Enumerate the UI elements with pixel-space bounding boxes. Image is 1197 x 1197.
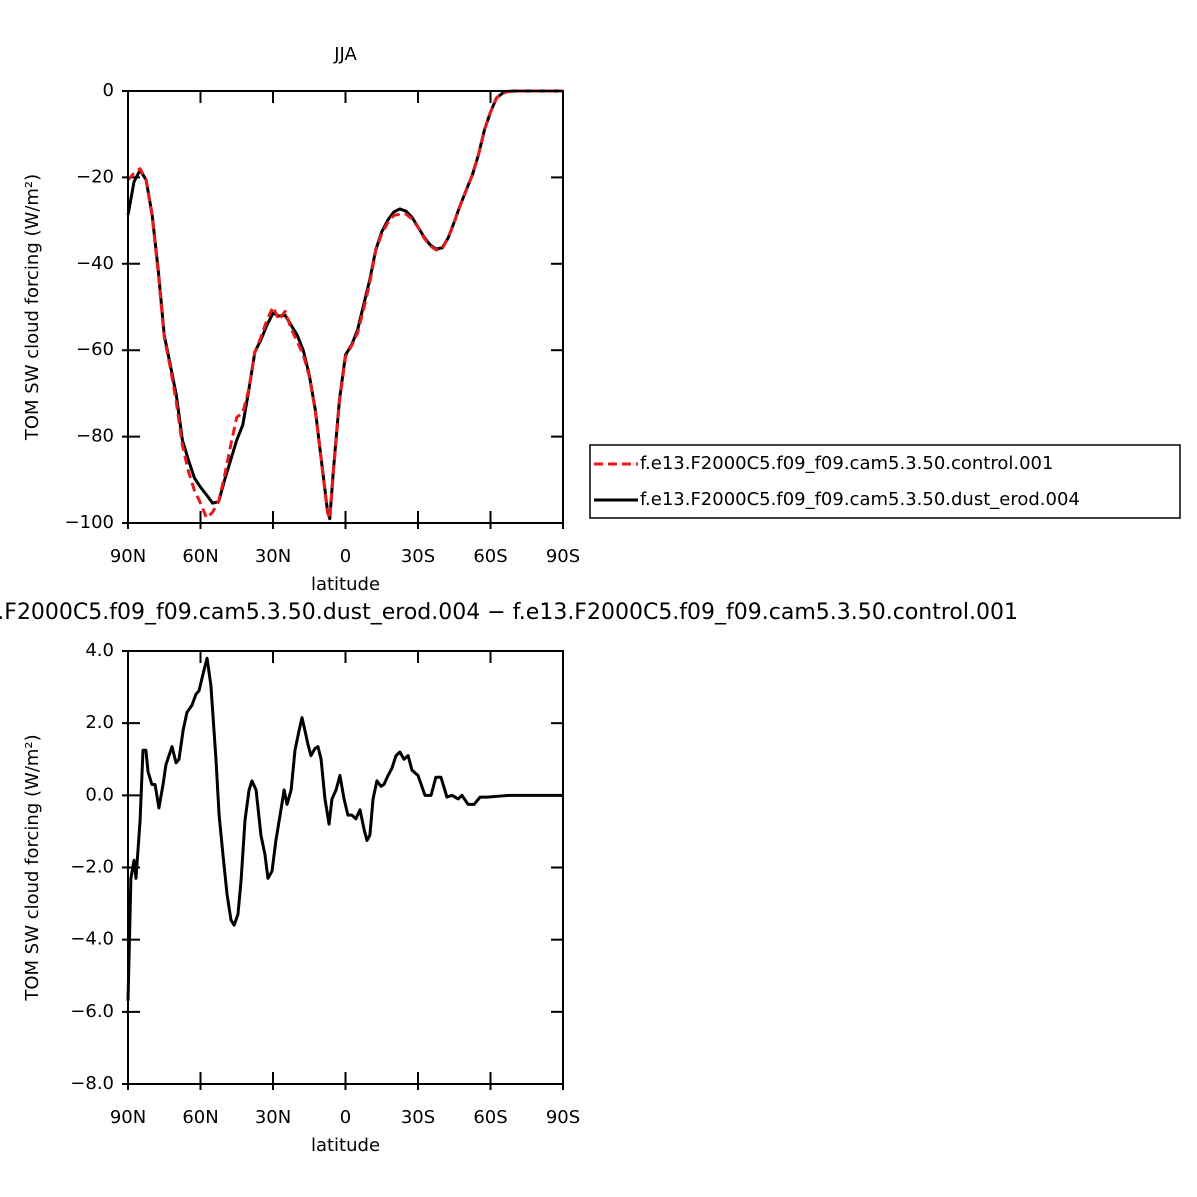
y-tick-label: 0 bbox=[103, 80, 114, 101]
x-tick-label: 90N bbox=[110, 546, 146, 567]
x-tick-label: 0 bbox=[340, 546, 351, 567]
y-tick-label: −20 bbox=[76, 166, 114, 187]
y-tick-label: −8.0 bbox=[70, 1073, 114, 1094]
legend-frame bbox=[589, 444, 1181, 519]
chart-title: f.e13.F2000C5.f09_f09.cam5.3.50.dust_ero… bbox=[0, 600, 1018, 625]
x-tick-label: 30S bbox=[401, 1107, 435, 1128]
x-tick-label: 60N bbox=[182, 1107, 218, 1128]
x-tick-label: 60S bbox=[473, 1107, 507, 1128]
x-tick-label: 0 bbox=[340, 1107, 351, 1128]
y-tick-label: −60 bbox=[76, 339, 114, 360]
x-tick-label: 30N bbox=[255, 546, 291, 567]
y-tick-label: −6.0 bbox=[70, 1001, 114, 1022]
x-tick-label: 60N bbox=[182, 546, 218, 567]
x-axis-label: latitude bbox=[311, 1135, 380, 1156]
y-tick-label: 4.0 bbox=[85, 640, 114, 661]
legend-label: f.e13.F2000C5.f09_f09.cam5.3.50.dust_ero… bbox=[640, 489, 1080, 510]
y-tick-label: 2.0 bbox=[85, 712, 114, 733]
y-tick-label: 0.0 bbox=[85, 784, 114, 805]
y-tick-label: −100 bbox=[65, 512, 114, 533]
plot-frame bbox=[127, 650, 564, 1085]
x-tick-label: 90S bbox=[546, 1107, 580, 1128]
x-tick-label: 90N bbox=[110, 1107, 146, 1128]
x-tick-label: 30N bbox=[255, 1107, 291, 1128]
x-axis-label: latitude bbox=[311, 574, 380, 595]
x-tick-label: 90S bbox=[546, 546, 580, 567]
y-axis-label: TOM SW cloud forcing (W/m²) bbox=[22, 734, 43, 1001]
plot-frame bbox=[127, 90, 564, 524]
series-line bbox=[126, 89, 563, 521]
chart-title: JJA bbox=[333, 44, 357, 65]
y-axis-label: TOM SW cloud forcing (W/m²) bbox=[22, 174, 43, 441]
x-tick-label: 30S bbox=[401, 546, 435, 567]
y-tick-label: −80 bbox=[76, 426, 114, 447]
y-tick-label: −2.0 bbox=[70, 857, 114, 878]
y-tick-label: −40 bbox=[76, 253, 114, 274]
y-tick-label: −4.0 bbox=[70, 929, 114, 950]
series-line bbox=[126, 656, 563, 1002]
legend-label: f.e13.F2000C5.f09_f09.cam5.3.50.control.… bbox=[640, 453, 1053, 474]
x-tick-label: 60S bbox=[473, 546, 507, 567]
